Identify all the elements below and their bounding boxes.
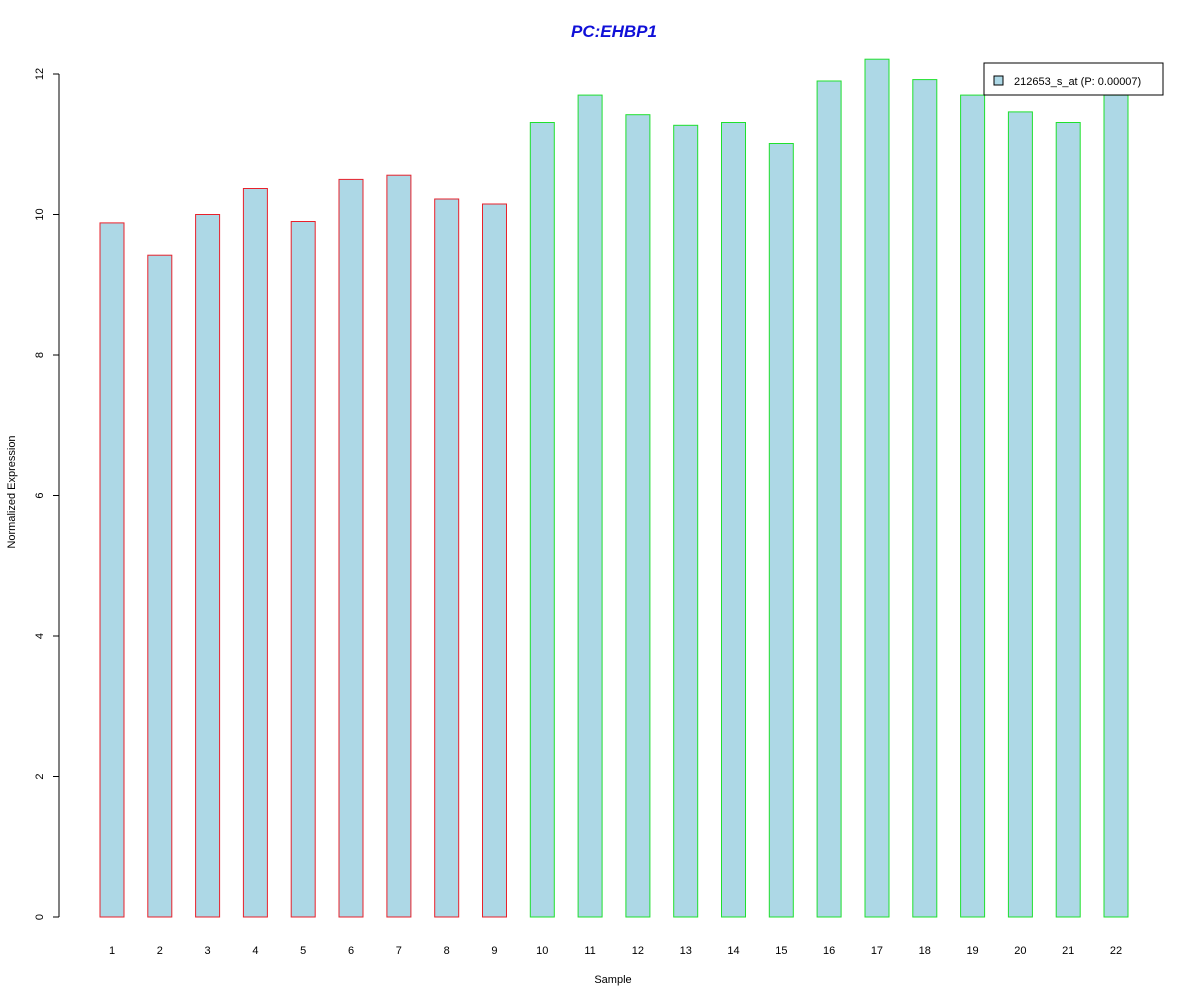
bar-sample-3 [195, 214, 221, 918]
bar-sample-15 [768, 143, 794, 918]
bar-sample-6 [338, 178, 364, 918]
x-tick-label-7: 7 [396, 945, 402, 957]
x-tick-label-17: 17 [871, 945, 883, 957]
bar-sample-14 [721, 122, 746, 918]
bar-sample-11 [577, 94, 603, 918]
legend-box [983, 62, 1164, 96]
x-tick-label-1: 1 [109, 945, 115, 957]
bar-sample-18 [912, 79, 938, 918]
bars-group [99, 58, 1129, 918]
chart-title: PC:EHBP1 [571, 22, 657, 41]
y-tick-label: 0 [34, 914, 46, 920]
legend: 212653_s_at (P: 0.00007) [983, 62, 1164, 96]
x-tick-label-4: 4 [252, 945, 258, 957]
x-tick-label-20: 20 [1014, 945, 1026, 957]
bar-sample-12 [625, 114, 651, 918]
y-tick-label: 12 [34, 68, 46, 80]
x-tick-label-16: 16 [823, 945, 835, 957]
x-tick-label-5: 5 [300, 945, 306, 957]
y-tick-label: 8 [34, 352, 46, 358]
y-axis: 0 2 4 6 8 10 12 [34, 68, 60, 920]
x-tick-label-3: 3 [205, 945, 211, 957]
bar-sample-1 [99, 222, 125, 918]
x-tick-label-10: 10 [536, 945, 548, 957]
bar-sample-7 [386, 174, 412, 918]
y-tick-label: 2 [34, 773, 46, 779]
y-tick-label: 6 [34, 492, 46, 498]
bar-sample-22 [1103, 94, 1129, 918]
legend-series-label: 212653_s_at (P: 0.00007) [1014, 76, 1141, 88]
bar-sample-8 [434, 198, 460, 918]
x-tick-label-18: 18 [919, 945, 931, 957]
x-tick-label-2: 2 [157, 945, 163, 957]
x-tick-label-14: 14 [727, 945, 739, 957]
bar-sample-4 [242, 188, 268, 918]
bar-sample-10 [529, 122, 555, 918]
x-tick-label-19: 19 [966, 945, 978, 957]
x-tick-label-6: 6 [348, 945, 354, 957]
y-tick-label: 10 [34, 208, 46, 220]
y-axis-label: Normalized Expression [6, 435, 18, 548]
bar-sample-20 [1007, 111, 1033, 918]
x-tick-label-22: 22 [1110, 945, 1122, 957]
bar-sample-9 [482, 203, 507, 918]
bar-sample-17 [864, 58, 890, 918]
x-tick-label-15: 15 [775, 945, 787, 957]
x-tick-label-8: 8 [444, 945, 450, 957]
x-tick-labels: 1 2 3 4 5 6 7 8 9 10 11 12 13 14 15 16 17 18 19 20 21 22 [109, 945, 1122, 957]
bar-sample-21 [1055, 122, 1081, 918]
x-tick-label-11: 11 [584, 945, 595, 957]
bar-sample-13 [673, 124, 699, 918]
x-tick-label-9: 9 [491, 945, 497, 957]
bar-sample-5 [290, 221, 316, 918]
x-tick-label-12: 12 [632, 945, 644, 957]
legend-swatch [993, 75, 1004, 86]
x-tick-label-21: 21 [1062, 945, 1074, 957]
bar-sample-19 [960, 94, 986, 918]
x-tick-label-13: 13 [680, 945, 692, 957]
x-axis-label: Sample [594, 974, 631, 986]
y-tick-label: 4 [34, 633, 46, 639]
bar-sample-16 [816, 80, 842, 918]
bar-sample-2 [147, 254, 173, 918]
